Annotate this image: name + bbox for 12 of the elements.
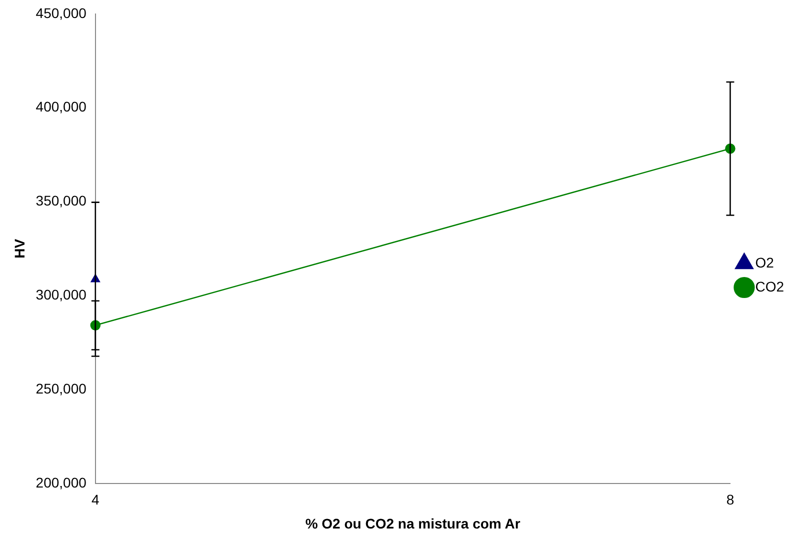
y-tick-label: 300,000 [36,286,87,302]
legend-label: CO2 [755,278,784,294]
y-tick-label: 400,000 [36,98,87,115]
x-axis-title: % O2 ou CO2 na mistura com Ar [305,515,521,532]
y-tick-label: 200,000 [36,474,87,490]
y-axis-title: HV [11,238,28,258]
legend-label: O2 [755,254,774,270]
y-tick-label: 250,000 [36,380,87,396]
y-tick-label: 450,000 [36,4,87,21]
y-tick-label: 350,000 [36,192,87,209]
x-tick-label: 4 [92,492,100,508]
x-tick-label: 8 [726,492,734,508]
